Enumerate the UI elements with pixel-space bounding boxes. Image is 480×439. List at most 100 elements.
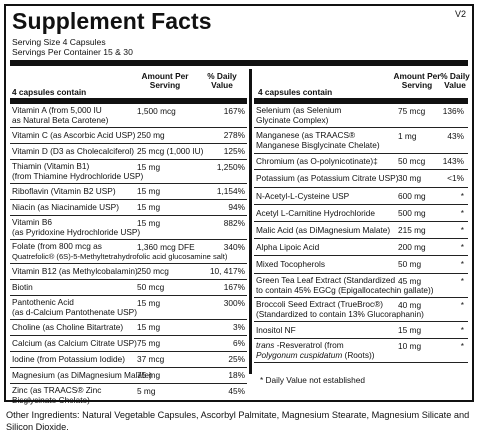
nutrient-name: Selenium (as Selenium [256, 105, 342, 115]
amount-per-serving: 1 mg [398, 131, 417, 141]
nutrient-name: Biotin [12, 282, 33, 292]
amount-per-serving: 15 mg [137, 322, 161, 332]
nutrient-name: Mixed Tocopherols [256, 259, 326, 269]
nutrient-name: to contain 45% EGCg (Epigallocatechin ga… [256, 284, 434, 295]
amount-per-serving: 500 mg [398, 207, 426, 218]
nutrient-name: Glycinate Complex) [256, 114, 329, 125]
daily-value: 125% [223, 146, 245, 156]
nutrient-row: Mixed Tocopherols 50 mg * [254, 256, 468, 274]
nutrient-name: Bisglycinate Chelate) [12, 394, 90, 405]
nutrient-row: Calcium (as Calcium Citrate USP) 75 mg 6% [10, 336, 247, 352]
daily-value: 167% [223, 106, 245, 116]
amount-per-serving: 50 mg [398, 259, 422, 269]
left-thick-rule [10, 98, 247, 104]
daily-value: 3% [233, 322, 245, 332]
nutrient-name: Vitamin A (from 5,000 IU [12, 105, 102, 115]
nutrient-name: Malic Acid (as DiMagnesium Malate) [256, 224, 391, 235]
nutrient-name: Manganese Bisglycinate Chelate) [256, 139, 380, 150]
amount-per-serving: 15 mg [137, 162, 161, 172]
panel-title: Supplement Facts [12, 8, 212, 34]
nutrient-name: Green Tea Leaf Extract (Standardized [256, 275, 396, 285]
nutrient-row: Broccoli Seed Extract (TrueBroc®) (Standa… [254, 298, 468, 322]
daily-value: <1% [447, 173, 464, 183]
amount-per-serving: 15 mg [398, 324, 422, 335]
amount-per-serving: 200 mg [398, 241, 426, 252]
nutrient-name: Inositol NF [256, 324, 296, 335]
nutrient-row: Vitamin C (as Ascorbic Acid USP) 250 mg 27… [10, 128, 247, 144]
nutrient-row: Vitamin B12 (as Methylcobalamin) 250 mcg 1… [10, 264, 247, 280]
supplement-facts-panel: Supplement Facts V2 Serving Size 4 Capsu… [4, 4, 474, 404]
amount-per-serving: 15 mg [137, 186, 161, 196]
left-amount-header: Amount Per Serving [141, 71, 189, 90]
nutrient-name: Vitamin B12 (as Methylcobalamin) [12, 266, 138, 276]
daily-value: * [460, 276, 464, 286]
nutrient-row: Biotin 50 mcg 167% [10, 280, 247, 296]
nutrient-row: Potassium (as Potassium Citrate USP) 30 m… [254, 170, 468, 188]
nutrient-row: Vitamin D (D3 as Cholecalciferol) 25 mcg … [10, 144, 247, 160]
daily-value: 6% [233, 338, 245, 348]
nutrient-name: Folate (from 800 mcg as [12, 241, 102, 251]
nutrient-name: (as Pyridoxine Hydrochloride USP) [12, 226, 141, 237]
nutrient-name: Chromium (as O-polynicotinate)‡ [256, 156, 378, 166]
nutrient-name: (Standardized to contain 13% Glucoraphan… [256, 308, 424, 319]
daily-value: 1,250% [216, 162, 245, 172]
daily-value: * [460, 324, 464, 335]
left-nutrient-column: Vitamin A (from 5,000 IU as Natural Beta … [10, 104, 247, 404]
nutrient-name: as Natural Beta Carotene) [12, 114, 109, 125]
amount-per-serving: 50 mcg [137, 282, 165, 292]
daily-value: 10, 417% [209, 266, 245, 276]
nutrient-row: Zinc (as TRAACS® Zinc Bisglycinate Chelat… [10, 384, 247, 408]
amount-per-serving: 1,360 mcg DFE [137, 242, 195, 252]
nutrient-name: Polygonum cuspidatum (Roots)) [256, 349, 375, 360]
column-divider [249, 69, 252, 374]
nutrient-name: Vitamin C (as Ascorbic Acid USP) [12, 130, 136, 140]
nutrient-row: Vitamin A (from 5,000 IU as Natural Beta … [10, 104, 247, 128]
daily-value: 94% [228, 202, 245, 212]
serving-size: Serving Size 4 Capsules [12, 37, 106, 47]
daily-value: * [460, 259, 464, 269]
amount-per-serving: 15 mg [137, 202, 161, 212]
nutrient-name: (as d-Calcium Pantothenate USP) [12, 306, 137, 317]
nutrient-row: trans -Resveratrol (from Polygonum cuspid… [254, 339, 468, 363]
amount-per-serving: 15 mg [137, 218, 161, 228]
daily-value: * [460, 224, 464, 235]
nutrient-name: Calcium (as Calcium Citrate USP) [12, 338, 137, 348]
nutrient-row: Magnesium (as DiMagnesium Malate) 75 mg 18… [10, 368, 247, 384]
daily-value: 340% [223, 242, 245, 252]
nutrient-row: Selenium (as Selenium Glycinate Complex) 7… [254, 104, 468, 128]
daily-value: 882% [223, 218, 245, 228]
daily-value: 278% [223, 130, 245, 140]
daily-value: 45% [228, 386, 245, 396]
daily-value: 43% [447, 131, 464, 141]
daily-value: * [460, 241, 464, 252]
amount-per-serving: 45 mg [398, 276, 422, 286]
amount-per-serving: 600 mg [398, 190, 426, 201]
nutrient-name: Iodine (from Potassium Iodide) [12, 354, 125, 364]
left-contain-header: 4 capsules contain [12, 87, 87, 97]
nutrient-name: N-Acetyl-L-Cysteine USP [256, 190, 350, 201]
daily-value: * [460, 300, 464, 310]
nutrient-name: Quatrefolic® (6S)-5-Methyltetrahydrofoli… [12, 251, 228, 261]
nutrient-name: Magnesium (as DiMagnesium Malate) [12, 370, 152, 380]
amount-per-serving: 75 mg [137, 370, 161, 380]
nutrient-name: Broccoli Seed Extract (TrueBroc®) [256, 299, 384, 309]
daily-value-footnote: * Daily Value not established [260, 375, 366, 385]
amount-per-serving: 30 mg [398, 173, 422, 183]
right-nutrient-column: Selenium (as Selenium Glycinate Complex) 7… [254, 104, 468, 374]
nutrient-row: Choline (as Choline Bitartrate) 15 mg 3% [10, 320, 247, 336]
nutrient-row: Riboflavin (Vitamin B2 USP) 15 mg 1,154% [10, 184, 247, 200]
nutrient-name: Riboflavin (Vitamin B2 USP) [12, 186, 116, 196]
nutrient-row: Thiamin (Vitamin B1) (from Thiamine Hydro… [10, 160, 247, 184]
nutrient-row: Malic Acid (as DiMagnesium Malate) 215 mg… [254, 222, 468, 239]
nutrient-row: Iodine (from Potassium Iodide) 37 mcg 25% [10, 352, 247, 368]
nutrient-name: Zinc (as TRAACS® Zinc [12, 385, 102, 395]
daily-value: * [460, 341, 464, 351]
amount-per-serving: 1,500 mcg [137, 106, 176, 116]
nutrient-name: Potassium (as Potassium Citrate USP) [256, 173, 399, 183]
right-contain-header: 4 capsules contain [258, 87, 333, 97]
nutrient-row: Alpha Lipoic Acid 200 mg * [254, 239, 468, 256]
daily-value: 1,154% [216, 186, 245, 196]
right-amount-header: Amount Per Serving [393, 71, 441, 90]
nutrient-name: trans -Resveratrol (from [256, 340, 344, 350]
nutrient-name: Niacin (as Niacinamide USP) [12, 202, 119, 212]
